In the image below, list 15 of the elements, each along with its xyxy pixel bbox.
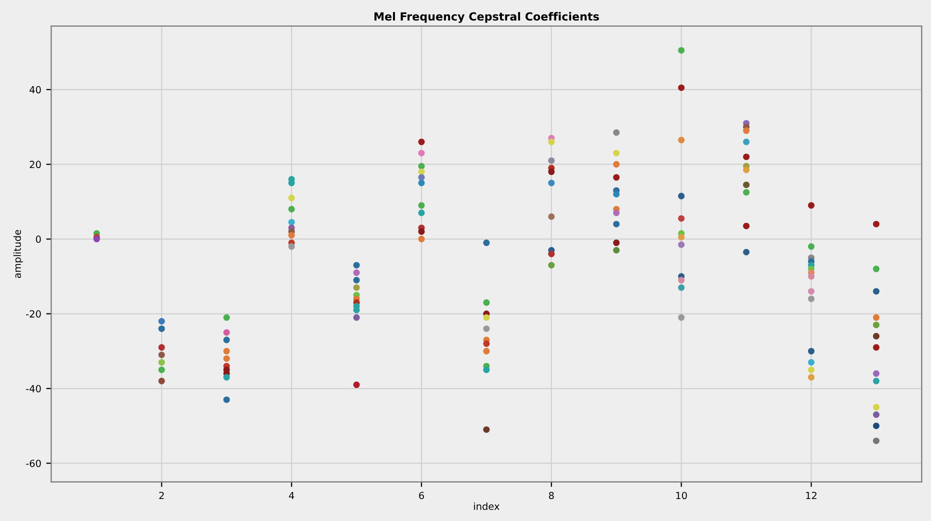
x-tick-label: 10 [676,492,687,500]
x-tick-label: 12 [806,492,816,500]
y-tick-label: 20 [30,160,41,168]
y-tick-label: -60 [26,460,41,468]
y-tick-label: 40 [30,86,41,94]
y-tick-label: -20 [26,310,41,318]
y-axis-title: amplitude [13,230,23,278]
y-tick-label: -40 [26,384,41,392]
y-tick-label: 0 [36,236,41,243]
x-axis-title: index [474,502,500,510]
x-tick-label: 6 [419,492,424,500]
chart-title: Mel Frequency Cepstral Coefficients [374,12,599,23]
x-tick-label: 2 [159,492,164,500]
x-tick-label: 4 [288,492,294,500]
x-tick-label: 8 [548,492,554,500]
